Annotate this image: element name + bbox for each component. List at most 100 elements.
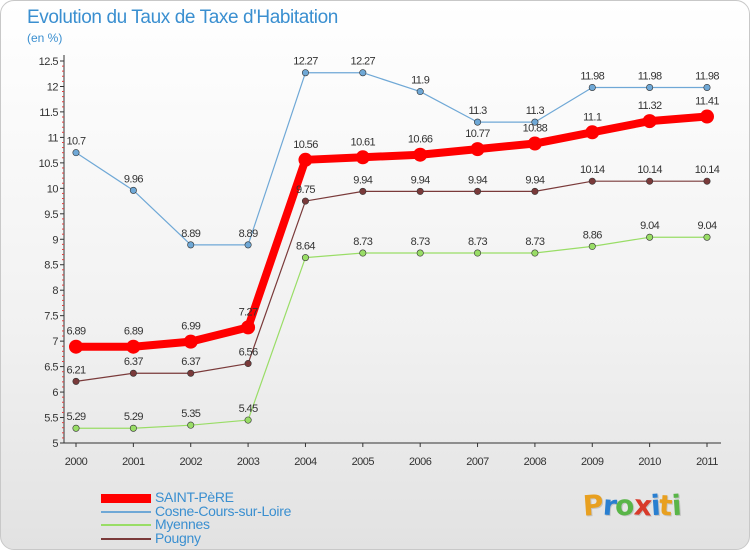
- y-tick-label: 8.5: [44, 260, 58, 272]
- x-tick-label: 2006: [409, 456, 432, 468]
- data-point-series1: [531, 118, 539, 126]
- legend-label: Pougny: [155, 530, 201, 546]
- legend-swatch: [101, 524, 151, 526]
- y-tick-label: 6.5: [44, 362, 58, 374]
- x-tick-label: 2005: [352, 456, 375, 468]
- data-label-series0: 10.77: [465, 128, 490, 140]
- legend-label: Cosne-Cours-sur-Loire: [155, 503, 292, 519]
- data-label-series3: 10.14: [580, 164, 605, 176]
- data-point-series0: [642, 114, 657, 129]
- data-point-series0: [470, 142, 485, 157]
- data-label-series0: 10.66: [408, 134, 433, 146]
- y-tick-label: 12.5: [39, 56, 59, 68]
- data-label-series2: 8.73: [525, 236, 544, 248]
- data-point-series2: [703, 233, 711, 241]
- data-label-series3: 9.94: [525, 174, 544, 186]
- data-label-series1: 8.89: [239, 228, 258, 240]
- data-point-series2: [474, 249, 482, 257]
- data-point-series1: [359, 69, 367, 77]
- data-point-series3: [646, 177, 654, 185]
- y-tick-label: 11.5: [39, 107, 58, 119]
- data-point-series1: [416, 88, 424, 96]
- data-point-series0: [413, 147, 428, 162]
- data-label-series2: 5.35: [181, 408, 200, 420]
- data-point-series0: [126, 339, 141, 354]
- legend-swatch: [101, 494, 151, 503]
- x-tick-label: 2007: [466, 456, 489, 468]
- data-point-series0: [298, 152, 313, 167]
- x-tick-label: 2000: [65, 456, 88, 468]
- data-label-series0: 6.89: [66, 326, 85, 338]
- data-label-series1: 11.98: [580, 70, 604, 82]
- data-point-series2: [187, 421, 195, 429]
- data-point-series0: [183, 334, 198, 349]
- data-label-series2: 5.45: [239, 403, 258, 415]
- data-point-series3: [72, 377, 80, 385]
- data-label-series3: 9.94: [468, 174, 487, 186]
- legend-swatch: [101, 538, 151, 540]
- data-point-series3: [416, 187, 424, 195]
- data-label-series3: 9.94: [411, 174, 430, 186]
- data-label-series1: 11.98: [695, 70, 719, 82]
- data-point-series0: [585, 125, 600, 140]
- data-point-series2: [416, 249, 424, 257]
- data-label-series0: 10.88: [523, 123, 548, 135]
- data-label-series0: 11.32: [638, 100, 662, 112]
- y-tick-label: 8: [52, 285, 58, 297]
- legend-label: SAINT-PèRE: [155, 489, 234, 505]
- data-label-series2: 8.73: [468, 236, 487, 248]
- data-label-series1: 11.3: [526, 105, 545, 117]
- data-point-series2: [359, 249, 367, 257]
- proxiti-logo: Proxiti: [581, 488, 682, 523]
- series-line-3: [75, 180, 708, 382]
- legend-swatch: [101, 511, 151, 513]
- data-point-series3: [244, 360, 252, 368]
- x-tick-label: 2001: [122, 456, 145, 468]
- y-tick-label: 11: [48, 132, 59, 144]
- data-label-series0: 6.89: [124, 326, 143, 338]
- legend-label: Myennes: [155, 516, 210, 532]
- y-tick-label: 6: [52, 387, 58, 399]
- data-point-series3: [474, 187, 482, 195]
- chart-title: Evolution du Taux de Taxe d'Habitation: [27, 7, 338, 28]
- y-tick-label: 9: [52, 234, 58, 246]
- data-label-series3: 6.37: [124, 356, 143, 368]
- y-tick-label: 9.5: [44, 209, 58, 221]
- data-point-series3: [588, 177, 596, 185]
- series-line-2: [75, 236, 708, 429]
- data-label-series2: 8.73: [353, 236, 372, 248]
- y-tick-label: 10: [47, 183, 59, 195]
- x-tick-label: 2004: [294, 456, 317, 468]
- y-tick-label: 5.5: [44, 413, 58, 425]
- data-label-series3: 6.21: [66, 364, 85, 376]
- data-point-series2: [531, 249, 539, 257]
- data-label-series1: 9.96: [124, 173, 143, 185]
- data-point-series1: [301, 69, 309, 77]
- data-point-series1: [72, 149, 80, 157]
- data-label-series2: 8.64: [296, 241, 315, 253]
- x-tick-label: 2002: [179, 456, 202, 468]
- data-label-series0: 7.27: [239, 306, 258, 318]
- data-point-series1: [474, 118, 482, 126]
- data-label-series0: 10.61: [351, 136, 376, 148]
- data-point-series0: [69, 339, 83, 354]
- data-label-series3: 9.94: [353, 174, 372, 186]
- data-label-series1: 12.27: [293, 56, 318, 68]
- data-point-series3: [301, 197, 309, 205]
- data-point-series3: [531, 187, 539, 195]
- data-point-series0: [355, 150, 370, 165]
- data-point-series2: [72, 424, 80, 432]
- data-label-series3: 10.14: [695, 164, 720, 176]
- data-point-series2: [244, 416, 252, 424]
- data-label-series0: 6.99: [181, 321, 200, 333]
- data-label-series1: 10.7: [66, 136, 85, 148]
- data-point-series2: [301, 254, 309, 262]
- x-tick-label: 2011: [696, 456, 718, 468]
- data-point-series1: [129, 186, 137, 194]
- data-label-series3: 10.14: [637, 164, 662, 176]
- data-label-series0: 10.56: [293, 139, 318, 151]
- x-tick-label: 2010: [638, 456, 661, 468]
- x-tick-label: 2003: [237, 456, 260, 468]
